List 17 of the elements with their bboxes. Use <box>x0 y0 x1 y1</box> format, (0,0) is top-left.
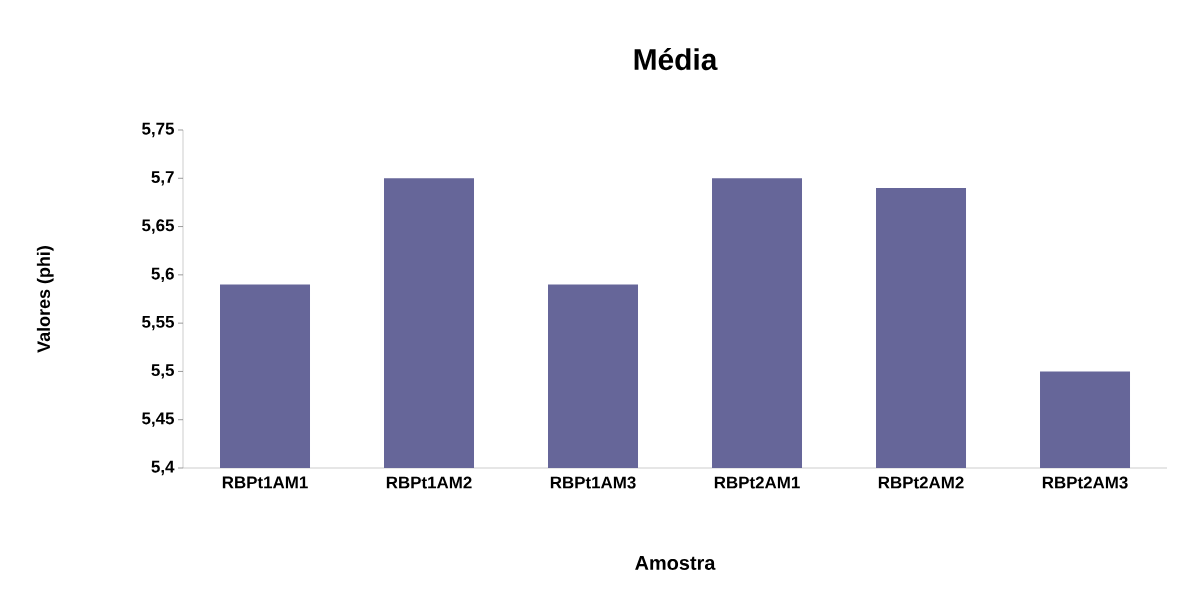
x-tick-label: RBPt1AM1 <box>222 476 308 489</box>
y-tick-label: 5,75 <box>142 122 175 138</box>
x-tick-label: RBPt2AM2 <box>878 476 964 489</box>
x-tick-label: RBPt2AM3 <box>1042 476 1128 489</box>
y-tick-label: 5,5 <box>151 364 175 379</box>
y-tick-label: 5,6 <box>151 267 174 283</box>
x-axis-title: Amostra <box>635 556 716 570</box>
x-tick-label: RBPt1AM2 <box>386 476 472 489</box>
y-tick-label: 5,45 <box>142 412 175 427</box>
y-tick-label: 5,65 <box>142 219 175 234</box>
y-tick-label: 5,7 <box>151 171 174 186</box>
x-tick-label: RBPt1AM3 <box>550 476 636 489</box>
y-tick-label: 5,4 <box>151 460 175 476</box>
x-tick-label: RBPt2AM1 <box>714 476 800 489</box>
chart-title: Média <box>634 47 718 71</box>
y-axis-title: Valores (phi) <box>36 246 54 353</box>
y-tick-label: 5,55 <box>142 316 175 331</box>
